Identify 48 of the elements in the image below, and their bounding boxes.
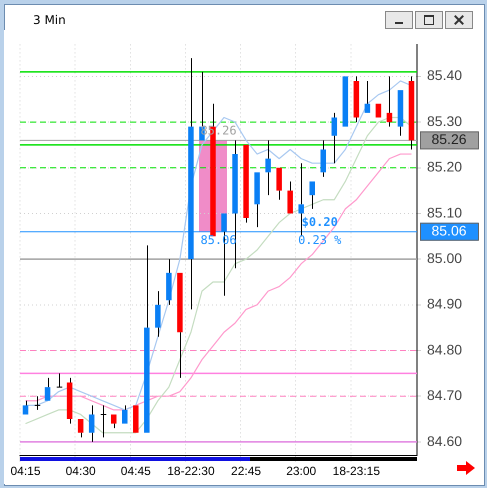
y-tick-label: 84.70 [427, 387, 462, 404]
candlestick [364, 80, 370, 113]
candlestick [298, 162, 304, 237]
ref-line-label: 85.26 [431, 131, 467, 148]
x-tick-label: 22:45 [231, 464, 262, 478]
x-tick-label: 18-23:15 [332, 464, 380, 478]
y-tick-label: 84.60 [427, 432, 462, 449]
candlestick [66, 377, 72, 424]
x-tick-label: 04:45 [120, 464, 152, 478]
annotation: 0.23 % [298, 232, 342, 247]
candlestick [354, 76, 360, 123]
candlestick [188, 58, 194, 310]
candlestick [22, 400, 28, 414]
candlestick [320, 140, 326, 178]
y-tick-label: 85.00 [427, 250, 462, 266]
candlestick [155, 290, 161, 338]
y-tick-label: 85.20 [427, 158, 462, 175]
candlestick [78, 419, 84, 438]
x-tick-label: 23:00 [286, 464, 317, 478]
candlestick [177, 272, 183, 378]
candlestick [309, 181, 315, 210]
candlestick [287, 180, 293, 214]
annotation: $0.20 [302, 214, 338, 229]
candlestick [144, 244, 150, 433]
candlestick [44, 377, 50, 401]
candlestick [34, 396, 41, 410]
y-tick-label: 85.40 [427, 67, 462, 84]
candlestick [88, 404, 94, 442]
candlestick [100, 404, 107, 438]
x-tick-label: 04:30 [66, 464, 96, 478]
y-tick-label: 85.30 [427, 112, 462, 129]
y-tick-label: 84.80 [427, 341, 462, 358]
chart-title: 3 Min [33, 13, 66, 27]
candlestick [166, 258, 172, 306]
candlestick [386, 76, 392, 128]
ref-line-label: 85.06 [431, 222, 467, 239]
candlestick [110, 414, 116, 429]
candlestick [243, 144, 249, 224]
x-tick-label: 18-22:30 [167, 464, 215, 478]
candlestick [332, 112, 338, 164]
candlestick [408, 76, 414, 150]
y-tick-label: 84.90 [427, 296, 462, 312]
candlestick [122, 404, 128, 424]
candlestick [254, 172, 260, 228]
candlestick [265, 140, 271, 196]
y-tick-label: 85.10 [427, 204, 462, 220]
candlestick [56, 372, 63, 388]
x-tick-label: 04:15 [10, 464, 41, 478]
